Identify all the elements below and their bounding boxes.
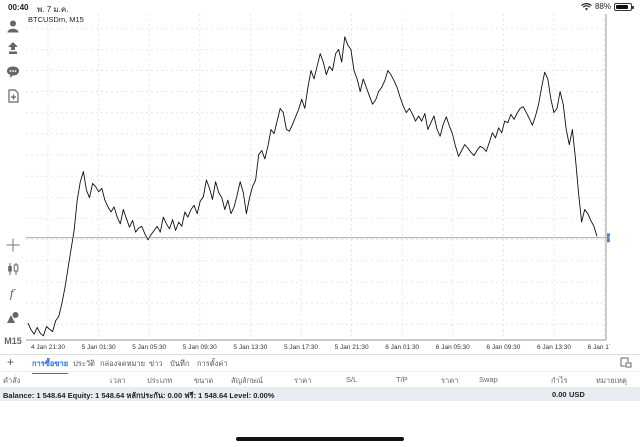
dock-toggle-icon[interactable]	[620, 356, 632, 368]
status-right: 88%	[581, 2, 634, 11]
svg-text:f: f	[9, 287, 17, 300]
tab-trade[interactable]: การซื้อขาย	[32, 359, 69, 374]
indicators-icon[interactable]: f	[4, 284, 22, 302]
new-order-icon[interactable]	[4, 87, 22, 105]
column-header[interactable]: ขนาด	[194, 376, 214, 385]
wifi-icon	[581, 2, 592, 10]
chart-canvas[interactable]: 94802.1594551.1094300.0594049.0093797.95…	[26, 14, 610, 354]
column-header[interactable]: หมายเหตุ	[596, 376, 627, 385]
profit-currency: USD	[569, 390, 585, 399]
tab-settings[interactable]: การตั้งค่า	[197, 359, 228, 368]
time-tick-label: 6 Jan 01:30	[385, 344, 419, 351]
battery-percent: 88%	[594, 2, 611, 11]
bottom-tabs: + การซื้อขาย ประวัติ กล่องจดหมาย ข่าว บั…	[0, 354, 640, 374]
time-axis: 4 Jan 21:30 5 Jan 01:30 5 Jan 05:30 5 Jan 0…	[31, 344, 610, 351]
time-tick-label: 6 Jan 05:30	[436, 344, 470, 351]
price-series	[27, 36, 598, 337]
time-tick-label: 5 Jan 01:30	[82, 344, 116, 351]
column-header[interactable]: สัญลักษณ์	[231, 376, 264, 385]
price-line	[27, 36, 598, 337]
time-tick-label: 6 Jan 17:30	[588, 344, 610, 351]
balance-row: Balance: 1 548.64 Equity: 1 548.64 หลักป…	[0, 387, 640, 401]
trade-icon[interactable]	[4, 39, 22, 57]
status-bar: 00:40 พ. 7 ม.ค. 88%	[0, 0, 640, 14]
column-header[interactable]: คำสั่ง	[3, 376, 21, 385]
chart-grid	[26, 14, 607, 341]
column-header[interactable]: ราคา	[294, 376, 312, 385]
current-price: 92314.13	[26, 233, 610, 243]
time-tick-label: 5 Jan 05:30	[132, 344, 166, 351]
time-tick-label: 5 Jan 13:30	[233, 344, 267, 351]
current-price-badge	[607, 233, 610, 243]
trade-table-header: คำสั่ง เวลา ประเภท ขนาด สัญลักษณ์ ราคา S…	[0, 371, 640, 385]
column-header[interactable]: T/P	[396, 375, 408, 384]
symbol-label: BTCUSDm, M15	[28, 15, 84, 24]
objects-icon[interactable]	[4, 308, 22, 326]
chat-icon[interactable]	[4, 63, 22, 81]
tab-news[interactable]: ข่าว	[149, 359, 163, 368]
column-header[interactable]: ราคา	[441, 376, 459, 385]
column-header[interactable]: Swap	[479, 375, 498, 384]
tab-journal[interactable]: บันทึก	[170, 359, 190, 368]
total-profit: 0.00	[552, 390, 567, 399]
account-icon[interactable]	[4, 17, 22, 35]
time-tick-label: 6 Jan 09:30	[486, 344, 520, 351]
status-date: พ. 7 ม.ค.	[37, 5, 69, 14]
column-header[interactable]: เวลา	[110, 376, 126, 385]
current-price-label: 92314.13	[609, 235, 610, 242]
time-tick-label: 4 Jan 21:30	[31, 344, 65, 351]
time-tick-label: 6 Jan 13:30	[537, 344, 571, 351]
chart-type-icon[interactable]	[4, 260, 22, 278]
tab-mailbox[interactable]: กล่องจดหมาย	[100, 359, 146, 368]
timeframe-button[interactable]: M15	[4, 336, 22, 346]
battery-fill	[616, 4, 629, 9]
status-time: 00:40	[8, 3, 29, 12]
column-header[interactable]: ประเภท	[147, 376, 173, 385]
battery-icon	[614, 2, 634, 11]
price-chart[interactable]: 94802.1594551.1094300.0594049.0093797.95…	[26, 14, 610, 354]
add-icon[interactable]: +	[7, 355, 15, 369]
time-tick-label: 5 Jan 09:30	[183, 344, 217, 351]
column-header[interactable]: S/L	[346, 375, 358, 384]
time-tick-label: 5 Jan 21:30	[335, 344, 369, 351]
left-toolbar: f M15	[0, 14, 26, 354]
time-tick-label: 5 Jan 17:30	[284, 344, 318, 351]
balance-summary: Balance: 1 548.64 Equity: 1 548.64 หลักป…	[3, 391, 275, 400]
tab-history[interactable]: ประวัติ	[73, 359, 95, 368]
column-header[interactable]: กำไร	[551, 376, 568, 385]
home-indicator	[236, 437, 404, 441]
crosshair-icon[interactable]	[4, 236, 22, 254]
